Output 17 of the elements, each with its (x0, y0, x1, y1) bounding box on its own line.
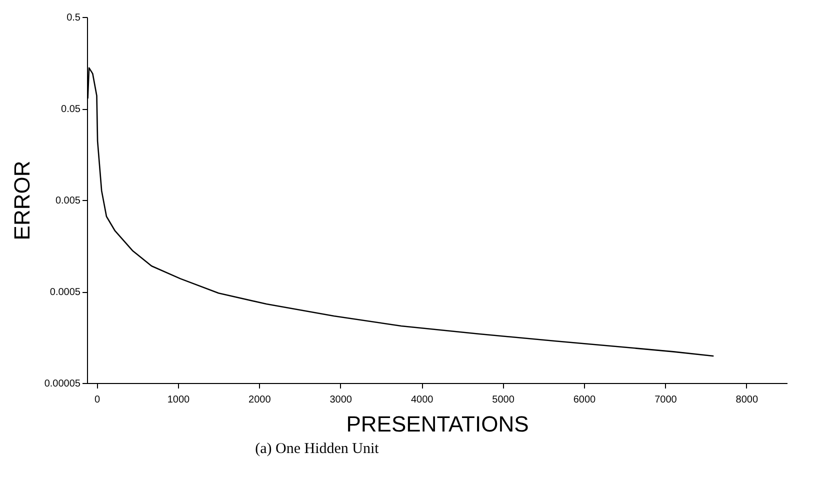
y-axis-title: ERROR (9, 160, 34, 240)
text: (a) One Hidden Unit (255, 441, 380, 457)
y-tick-label: 0.00005 (44, 378, 81, 390)
y-tick-label: 0.5 (66, 12, 81, 24)
x-axis-title: PRESENTATIONS (346, 412, 529, 436)
x-tick-label: 3000 (330, 394, 352, 406)
x-tick-label: 6000 (573, 394, 596, 406)
x-tick-label: 0 (94, 394, 100, 406)
y-tick-label: 0.05 (61, 104, 81, 115)
y-tick-label: 0.0005 (50, 287, 81, 298)
x-tick-label: 7000 (654, 394, 678, 406)
x-tick-label: 4000 (410, 394, 434, 406)
x-tick-label: 8000 (736, 394, 758, 406)
y-tick-label: 0.005 (55, 196, 81, 206)
x-tick-label: 5000 (492, 394, 515, 406)
x-tick-label: 1000 (167, 394, 190, 406)
x-tick-label: 2000 (248, 394, 272, 406)
